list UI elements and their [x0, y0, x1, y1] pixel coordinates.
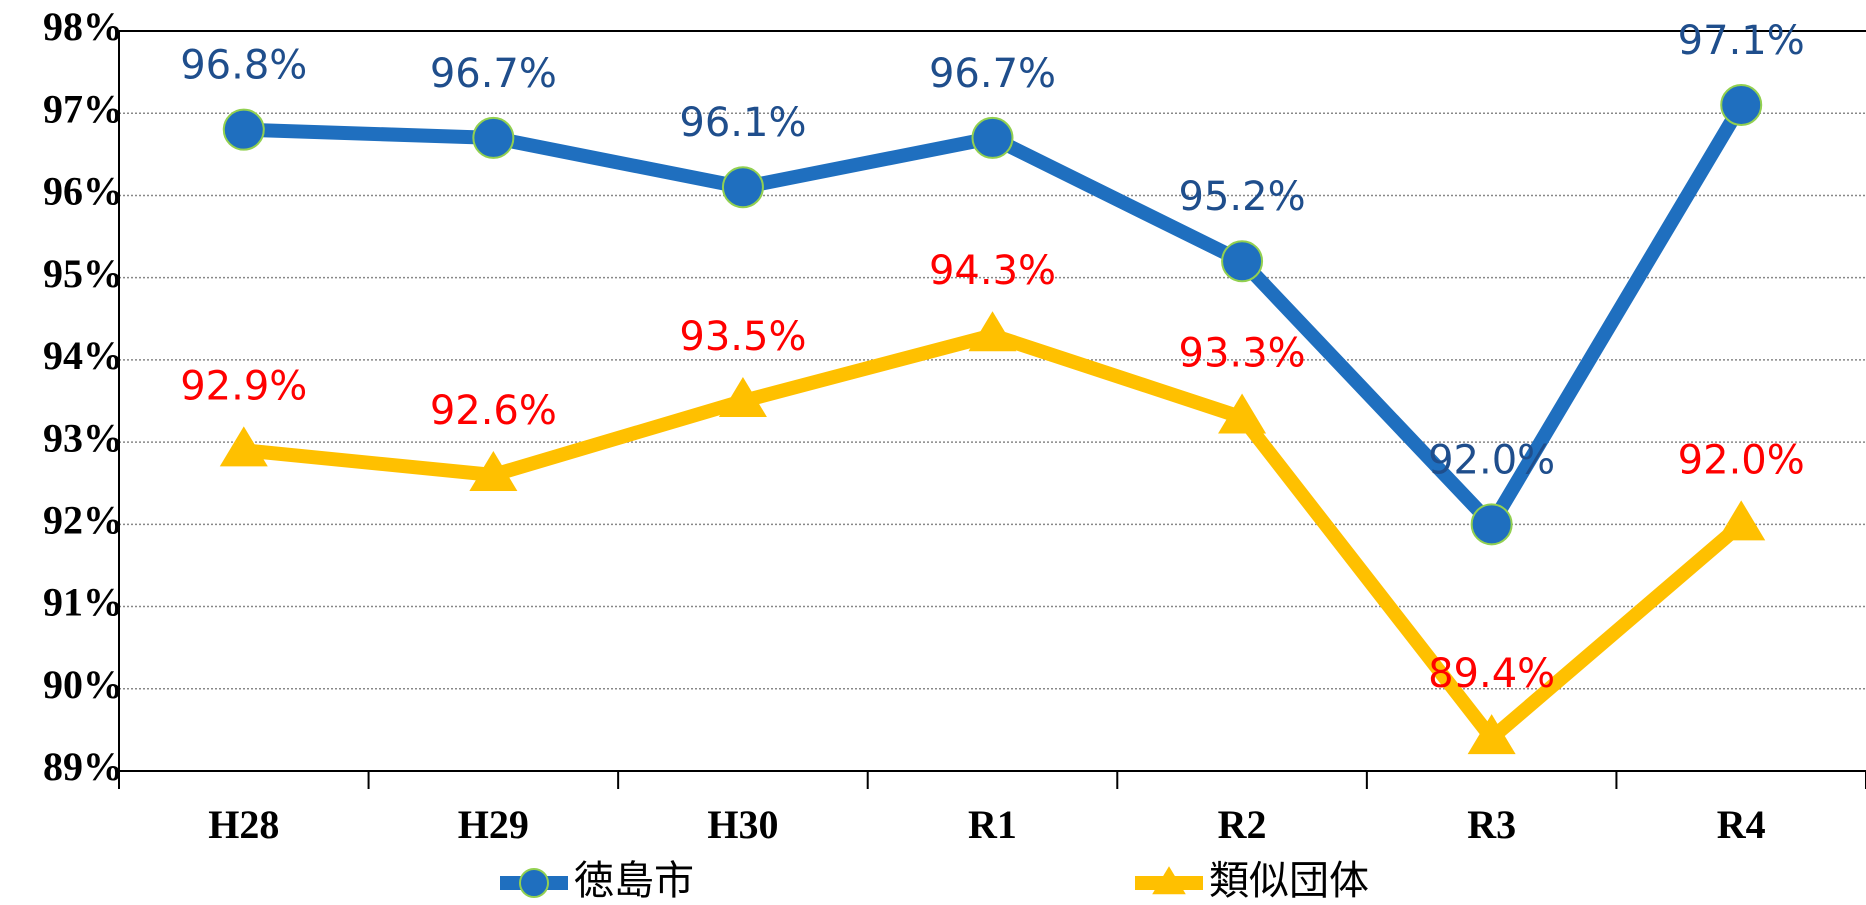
y-tick-label: 98% — [43, 4, 123, 49]
x-tick-label: H30 — [707, 802, 778, 847]
value-label: 96.1% — [679, 100, 806, 146]
legend-marker — [1152, 866, 1186, 895]
y-tick-label: 93% — [43, 415, 123, 460]
legend-label: 徳島市 — [574, 858, 694, 904]
y-tick-label: 96% — [43, 169, 123, 214]
value-label: 96.8% — [180, 43, 307, 89]
x-tick-label: H29 — [458, 802, 529, 847]
legend-label: 類似団体 — [1209, 858, 1369, 904]
marker — [721, 166, 764, 209]
y-tick-label: 89% — [43, 744, 123, 789]
value-label: 95.2% — [1179, 174, 1306, 220]
value-label: 93.3% — [1179, 330, 1306, 376]
value-label: 92.6% — [430, 388, 557, 434]
value-label: 97.1% — [1678, 18, 1805, 64]
marker — [1470, 503, 1513, 546]
x-tick-label: H28 — [208, 802, 279, 847]
marker — [1467, 714, 1516, 755]
marker — [469, 451, 518, 491]
x-tick-label: R1 — [968, 802, 1017, 847]
value-label: 92.9% — [180, 363, 307, 409]
value-label: 92.0% — [1678, 437, 1805, 483]
x-tick-label: R2 — [1218, 802, 1267, 847]
value-label: 93.5% — [679, 314, 806, 360]
y-tick-label: 94% — [43, 333, 123, 378]
marker — [1221, 240, 1264, 283]
y-tick-label: 92% — [43, 498, 123, 543]
marker — [1717, 500, 1766, 541]
marker — [1218, 393, 1267, 434]
marker — [219, 426, 268, 467]
x-tick-label: R4 — [1717, 802, 1766, 847]
value-label: 96.7% — [929, 51, 1056, 97]
value-label: 89.4% — [1428, 651, 1555, 697]
marker — [222, 108, 265, 151]
marker — [971, 116, 1014, 159]
value-label: 92.0% — [1428, 437, 1555, 483]
value-label: 94.3% — [929, 248, 1056, 294]
y-tick-label: 97% — [43, 86, 123, 131]
legend-marker — [519, 868, 549, 898]
marker — [1720, 84, 1763, 126]
y-tick-label: 95% — [43, 251, 123, 296]
marker — [472, 116, 515, 159]
y-tick-label: 91% — [43, 580, 123, 625]
y-tick-label: 90% — [43, 662, 123, 707]
value-label: 96.7% — [430, 51, 557, 97]
marker — [718, 377, 767, 417]
marker — [968, 311, 1017, 352]
x-tick-label: R3 — [1467, 802, 1516, 847]
